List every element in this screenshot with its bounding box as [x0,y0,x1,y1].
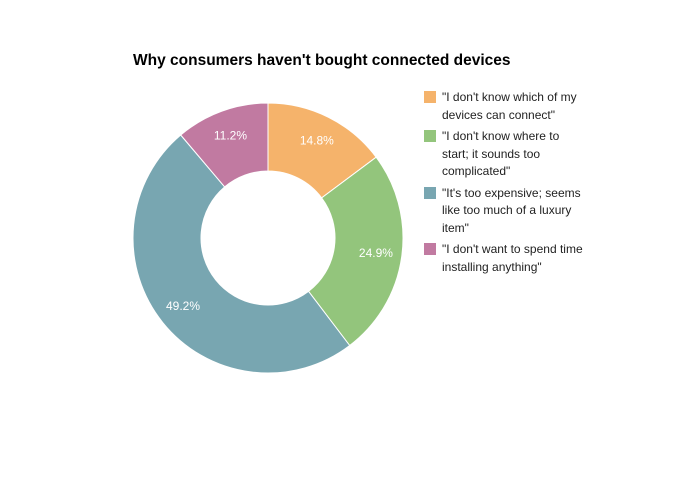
donut-slice-3 [132,134,351,374]
donut-slice-4 [180,102,269,188]
chart-title: Why consumers haven't bought connected d… [133,52,511,69]
legend-swatch [424,186,436,199]
legend-item-4: "I don't want to spend time installing a… [424,241,584,276]
legend-swatch [424,130,436,142]
legend-label: "I don't know where to start; it sounds … [442,129,560,178]
legend-item-1: "I don't know which of my devices can co… [424,89,584,124]
slice-value-label-1: 14.8% [300,134,334,148]
legend-item-3: "It's too expensive; seems like too much… [424,185,584,238]
legend: "I don't know which of my devices can co… [424,89,584,280]
legend-label: "It's too expensive; seems like too much… [442,185,581,235]
legend-swatch [424,243,436,255]
donut-slice-2 [307,156,404,347]
slice-value-label-2: 24.9% [359,246,393,260]
legend-item-2: "I don't know where to start; it sounds … [424,128,584,181]
slice-value-label-3: 49.2% [166,299,200,313]
slice-value-label-4: 11.2% [214,129,247,143]
legend-swatch [424,91,436,103]
legend-label: "I don't know which of my devices can co… [442,90,577,122]
legend-label: "I don't want to spend time installing a… [442,242,583,274]
